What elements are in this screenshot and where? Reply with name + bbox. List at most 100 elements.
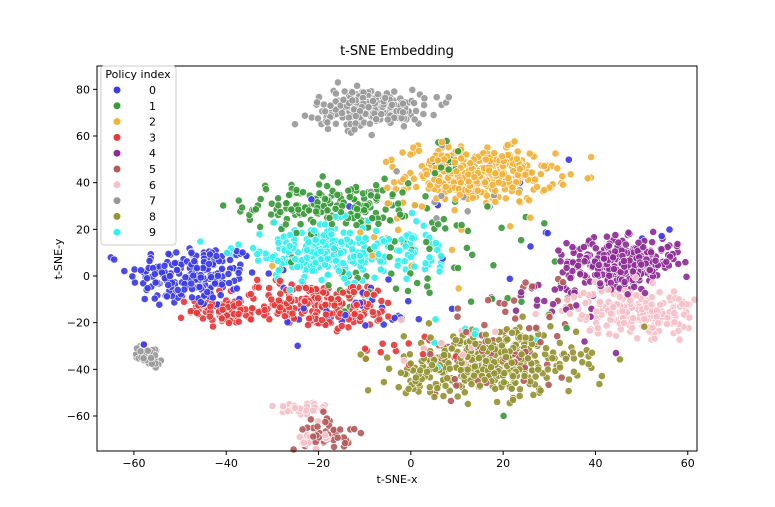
- data-point-policy-8: [555, 338, 564, 347]
- data-point-policy-2: [450, 206, 459, 215]
- data-point-policy-9: [355, 251, 364, 260]
- data-point-policy-4: [622, 240, 630, 249]
- data-point-policy-8: [542, 344, 550, 353]
- data-point-policy-2: [525, 149, 534, 158]
- data-point-policy-1: [373, 192, 382, 201]
- data-point-policy-6: [299, 438, 308, 447]
- data-point-policy-8: [524, 354, 532, 363]
- data-point-policy-3: [302, 284, 310, 292]
- data-point-policy-7: [399, 108, 407, 117]
- data-point-policy-6: [654, 318, 662, 327]
- data-point-policy-9: [273, 256, 282, 265]
- data-point-policy-5: [450, 375, 459, 384]
- data-point-policy-2: [394, 225, 402, 234]
- data-point-policy-1: [388, 190, 397, 199]
- data-point-policy-1: [309, 218, 318, 227]
- data-point-policy-3: [390, 341, 398, 349]
- data-point-policy-3: [384, 298, 392, 307]
- data-point-policy-4: [623, 290, 632, 299]
- x-tick-label: −20: [307, 457, 330, 470]
- data-point-policy-8: [595, 380, 604, 388]
- data-point-policy-2: [450, 158, 459, 167]
- data-point-policy-7: [374, 90, 382, 99]
- data-point-policy-7: [353, 81, 361, 90]
- data-point-policy-6: [628, 324, 636, 332]
- data-point-policy-3: [330, 301, 339, 310]
- data-point-policy-6: [585, 326, 594, 335]
- legend-marker-1: [112, 101, 122, 110]
- data-point-policy-3: [285, 294, 294, 303]
- data-point-policy-0: [173, 266, 181, 274]
- data-point-policy-7: [333, 78, 342, 87]
- data-point-policy-6: [633, 334, 642, 343]
- data-point-policy-0: [341, 311, 350, 320]
- data-point-policy-6: [596, 298, 604, 306]
- data-point-policy-3: [209, 322, 217, 331]
- legend-title: Policy index: [105, 68, 171, 81]
- data-point-policy-2: [456, 178, 465, 187]
- data-point-policy-7: [381, 94, 390, 102]
- data-point-policy-6: [593, 324, 602, 332]
- data-point-policy-5: [484, 296, 492, 305]
- data-point-policy-3: [276, 276, 284, 285]
- data-point-policy-7: [365, 119, 374, 128]
- data-point-policy-8: [534, 365, 543, 374]
- data-point-policy-1: [315, 180, 323, 189]
- data-point-policy-0: [212, 252, 221, 260]
- data-point-policy-9: [293, 262, 302, 271]
- data-point-policy-0: [170, 259, 179, 267]
- data-point-policy-9: [435, 267, 444, 276]
- data-point-policy-8: [578, 358, 587, 367]
- data-point-policy-1: [323, 182, 331, 190]
- data-point-policy-8: [588, 348, 596, 357]
- data-point-policy-8: [480, 375, 489, 384]
- data-point-policy-8: [394, 383, 403, 392]
- data-point-policy-3: [253, 275, 262, 284]
- data-point-policy-6: [663, 320, 671, 328]
- data-point-policy-9: [402, 274, 411, 283]
- data-point-policy-7: [291, 120, 299, 129]
- data-point-policy-1: [562, 324, 571, 332]
- data-point-policy-2: [501, 194, 510, 203]
- data-point-policy-1: [454, 147, 463, 156]
- data-point-policy-5: [544, 380, 553, 389]
- data-point-policy-9: [431, 315, 440, 324]
- data-point-policy-8: [531, 372, 540, 381]
- data-point-policy-2: [566, 170, 575, 179]
- data-point-policy-8: [487, 363, 495, 372]
- data-point-policy-7: [410, 115, 419, 124]
- data-point-policy-9: [393, 261, 402, 270]
- data-point-policy-9: [324, 270, 332, 279]
- data-point-policy-1: [398, 188, 407, 197]
- x-tick-label: 20: [496, 457, 510, 470]
- data-point-policy-4: [673, 240, 682, 248]
- data-point-policy-1: [366, 191, 375, 200]
- data-point-policy-6: [674, 326, 683, 335]
- data-point-policy-8: [423, 367, 431, 376]
- data-point-policy-0: [155, 300, 164, 309]
- data-point-policy-1: [517, 236, 525, 245]
- data-point-policy-9: [361, 233, 370, 242]
- data-point-policy-3: [280, 312, 289, 321]
- data-point-policy-7: [399, 122, 408, 131]
- data-point-policy-3: [224, 319, 233, 327]
- data-point-policy-8: [383, 353, 392, 362]
- data-point-policy-7: [367, 131, 376, 139]
- data-point-policy-6: [656, 300, 664, 309]
- data-point-policy-7: [326, 101, 335, 110]
- data-point-policy-5: [557, 373, 566, 382]
- data-point-policy-6: [690, 295, 699, 304]
- data-point-policy-9: [274, 238, 283, 247]
- legend-label-0: 0: [149, 84, 156, 97]
- data-point-policy-4: [533, 295, 541, 304]
- data-point-policy-0: [190, 257, 199, 266]
- data-point-policy-0: [120, 267, 129, 275]
- data-point-policy-8: [460, 388, 469, 397]
- data-point-policy-3: [265, 284, 274, 292]
- data-point-policy-0: [196, 273, 205, 282]
- data-point-policy-1: [454, 264, 462, 272]
- data-point-policy-0: [139, 340, 148, 349]
- data-point-policy-3: [350, 310, 359, 319]
- data-point-policy-7: [313, 98, 321, 107]
